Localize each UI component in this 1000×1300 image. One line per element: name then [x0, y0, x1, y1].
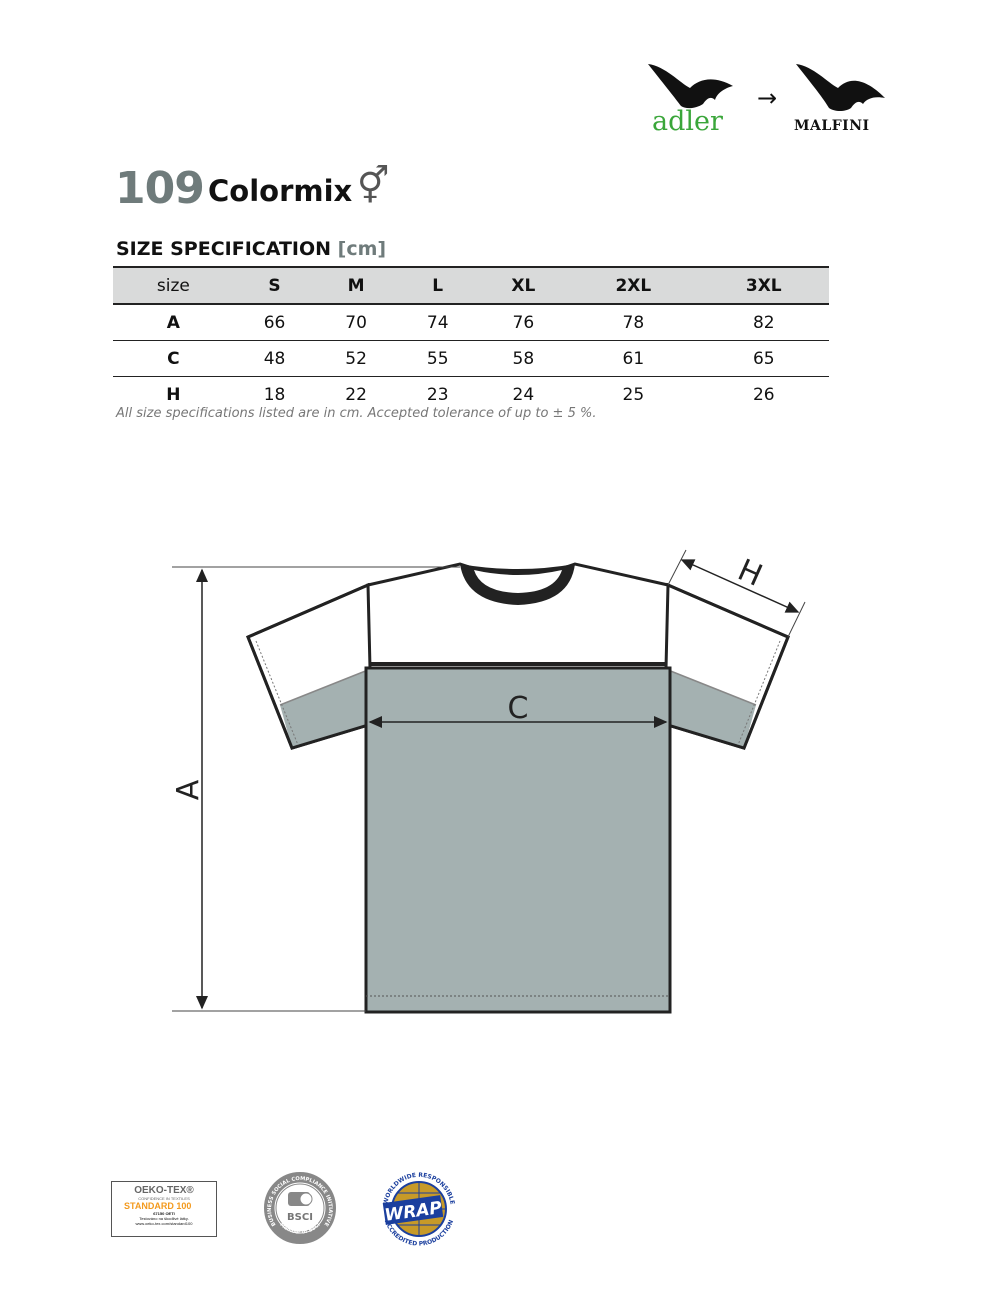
column-header: M [315, 266, 397, 305]
spec-unit: [cm] [337, 238, 387, 260]
table-cell: 48 [233, 340, 316, 377]
malfini-logo-text: MALFINI [794, 118, 870, 134]
label-a: A [171, 779, 206, 800]
dimension-h-arrow [680, 559, 800, 613]
table-cell: 52 [315, 340, 397, 377]
table-cell: 18 [263, 384, 286, 405]
table-cell: 82 [698, 304, 829, 341]
table-cell: 58 [478, 340, 569, 377]
table-cell: 23 [426, 384, 449, 405]
table-cell: 74 [396, 304, 479, 341]
table-header-row: size S M L XL 2XL 3XL [113, 266, 829, 305]
table-cell: 70 [315, 304, 397, 341]
product-number: 109 [115, 163, 205, 214]
product-name: Colormix [208, 174, 353, 208]
column-header: XL [478, 266, 569, 305]
oeko-line1: Testováno na škodlivé látky. [139, 1216, 189, 1221]
table-row: H 18 22 23 24 25 26 [113, 377, 829, 413]
section-title: SIZE SPECIFICATION [cm] [116, 238, 386, 260]
arrow-right-icon: → [757, 84, 778, 112]
column-header: L [396, 266, 479, 305]
table-cell: 26 [752, 384, 775, 405]
oeko-title: OEKO-TEX® [134, 1185, 194, 1196]
size-table: size S M L XL 2XL 3XL A 66 70 74 76 78 8… [113, 266, 829, 412]
wrap-logo: WRAP WORLDWIDE RESPONSIBLE ACCREDITED PR… [382, 1172, 455, 1248]
right-sleeve [653, 582, 790, 750]
malfini-bird-logo [796, 64, 885, 111]
shirt-collar [460, 564, 575, 605]
adler-logo-text: adler [652, 106, 723, 137]
column-header: size [113, 266, 234, 305]
table-cell: 76 [478, 304, 569, 341]
table-cell: 24 [512, 384, 535, 405]
row-label: H [166, 384, 181, 405]
adler-bird-logo [648, 64, 733, 109]
row-label: A [113, 304, 234, 341]
label-h: H [732, 553, 767, 594]
oeko-code: 67150 OETI [153, 1211, 175, 1216]
label-c: C [508, 691, 529, 726]
column-header: 2XL [568, 266, 699, 305]
shirt-body [364, 666, 672, 1014]
tolerance-note: All size specifications listed are in cm… [116, 406, 597, 421]
bsci-text: BSCI [287, 1212, 313, 1223]
column-header: 3XL [698, 266, 829, 305]
table-cell: 65 [698, 340, 829, 377]
table-row: C 48 52 55 58 61 65 [113, 340, 829, 377]
row-label: C [113, 340, 234, 377]
table-row: A 66 70 74 76 78 82 [113, 304, 829, 341]
unisex-icon: ⚥ [357, 166, 390, 207]
shirt-yoke [366, 562, 670, 670]
column-header: S [233, 266, 316, 305]
table-cell: 66 [233, 304, 316, 341]
oeko-line2: www.oeko-tex.com/standard100 [135, 1221, 193, 1226]
left-sleeve [246, 582, 384, 750]
oeko-sub: CONFIDENCE IN TEXTILES [138, 1196, 190, 1201]
table-cell: 78 [568, 304, 699, 341]
oeko-tex-logo: OEKO-TEX® CONFIDENCE IN TEXTILES STANDAR… [111, 1181, 217, 1237]
bsci-logo: BSCI BUSINESS SOCIAL COMPLIANCE INITIATI… [264, 1172, 336, 1244]
table-cell: 55 [396, 340, 479, 377]
oeko-standard: STANDARD 100 [124, 1201, 192, 1211]
spec-title: SIZE SPECIFICATION [116, 238, 332, 260]
table-cell: 25 [622, 384, 645, 405]
table-cell: 22 [345, 384, 367, 405]
table-cell: 61 [568, 340, 699, 377]
